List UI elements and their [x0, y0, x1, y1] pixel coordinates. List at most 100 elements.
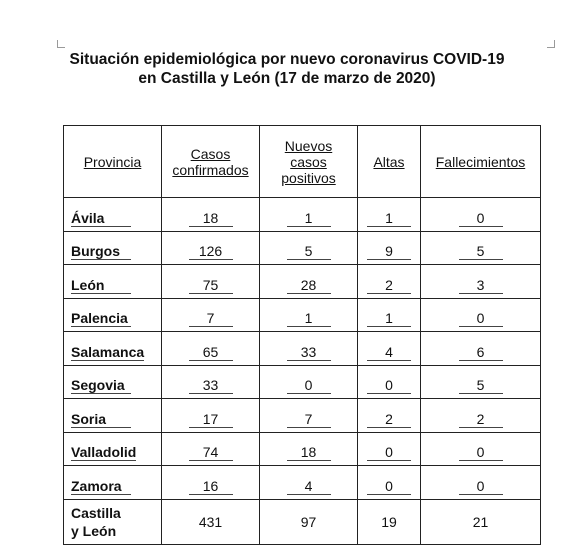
- cell-confirmados: 17: [161, 398, 260, 433]
- altas-value: 1: [367, 210, 411, 227]
- provincia-value: Salamanca: [71, 343, 145, 361]
- provincia-value: Zamora: [71, 478, 131, 495]
- fallecimientos-value: 5: [458, 378, 503, 394]
- altas-value: 0: [367, 478, 411, 495]
- cell-fallecimientos: 6: [420, 331, 541, 366]
- table-row: León 75 28 2 3: [63, 264, 541, 299]
- table-row: Zamora 16 4 0 0: [63, 465, 541, 500]
- header-casos-confirmados-line-2: confirmados: [172, 161, 249, 178]
- cell-fallecimientos: 0: [420, 197, 541, 232]
- cell-confirmados: 18: [161, 197, 260, 232]
- header-provincia: Provincia: [63, 125, 162, 198]
- cell-confirmados: 33: [161, 364, 260, 399]
- title-line-2: en Castilla y León (17 de marzo de 2020): [138, 70, 436, 87]
- provincia-value: Valladolid: [71, 444, 137, 461]
- page-corner-mark-right: [547, 40, 555, 48]
- fallecimientos-value: 3: [458, 277, 503, 294]
- cell-provincia: Segovia: [63, 364, 162, 399]
- page-corner-mark-left: [57, 40, 65, 48]
- cell-nuevos: 7: [259, 398, 358, 433]
- confirmados-value: 65: [188, 344, 233, 361]
- cell-nuevos: 5: [259, 230, 358, 265]
- document-title: Situación epidemiológica por nuevo coron…: [0, 50, 574, 88]
- header-nuevos-line-2: casos: [290, 153, 327, 170]
- cell-confirmados-total: 431: [161, 498, 260, 545]
- confirmados-value: 18: [188, 210, 233, 227]
- confirmados-value: 74: [188, 445, 233, 461]
- cell-altas: 1: [357, 297, 421, 332]
- confirmados-value: 33: [188, 378, 233, 394]
- table-header-row: Provincia Casos confirmados Nuevos casos…: [63, 125, 541, 198]
- confirmados-value: 16: [188, 478, 233, 495]
- table-row: Valladolid 74 18 0 0: [63, 431, 541, 466]
- confirmados-value: 17: [188, 411, 233, 428]
- fallecimientos-value: 5: [458, 244, 503, 260]
- fallecimientos-value: 0: [458, 210, 503, 227]
- altas-value: 9: [367, 244, 411, 260]
- header-casos-confirmados-line-1: Casos: [190, 145, 231, 162]
- cell-confirmados: 16: [161, 465, 260, 500]
- provincia-value: Soria: [71, 411, 131, 428]
- cell-confirmados: 75: [161, 264, 260, 299]
- cell-nuevos: 1: [259, 297, 358, 332]
- cell-altas: 0: [357, 431, 421, 466]
- altas-value: 0: [367, 445, 411, 461]
- table-row-total: Castilla y León 431 97 19 21: [63, 498, 541, 545]
- cell-nuevos: 1: [259, 197, 358, 232]
- altas-value: 0: [367, 378, 411, 394]
- total-provincia-line-1: Castilla: [71, 504, 121, 521]
- header-altas: Altas: [357, 125, 421, 198]
- confirmados-value: 75: [188, 277, 233, 294]
- nuevos-value: 0: [286, 378, 331, 394]
- provincia-value: Burgos: [71, 244, 131, 260]
- confirmados-value: 7: [188, 311, 233, 327]
- cell-fallecimientos-total: 21: [420, 498, 541, 545]
- table-row: Palencia 7 1 1 0: [63, 297, 541, 332]
- table-row: Soria 17 7 2 2: [63, 398, 541, 433]
- cell-altas: 9: [357, 230, 421, 265]
- provincia-value: León: [71, 277, 131, 294]
- altas-value: 2: [367, 411, 411, 428]
- cell-altas: 0: [357, 364, 421, 399]
- nuevos-value: 33: [286, 344, 331, 361]
- cell-provincia: Palencia: [63, 297, 162, 332]
- cell-altas: 1: [357, 197, 421, 232]
- header-fallecimientos: Fallecimientos: [420, 125, 541, 198]
- cell-provincia: Valladolid: [63, 431, 162, 466]
- fallecimientos-value: 0: [458, 311, 503, 327]
- nuevos-value: 5: [286, 244, 331, 260]
- cell-altas: 2: [357, 264, 421, 299]
- table-row: Ávila 18 1 1 0: [63, 197, 541, 232]
- title-line-1: Situación epidemiológica por nuevo coron…: [69, 51, 505, 68]
- cell-nuevos: 4: [259, 465, 358, 500]
- cell-provincia: Salamanca: [63, 331, 162, 366]
- nuevos-value: 4: [286, 478, 331, 495]
- nuevos-value: 28: [286, 277, 331, 294]
- covid-cases-table: Provincia Casos confirmados Nuevos casos…: [63, 125, 541, 545]
- table-body: Ávila 18 1 1 0 Burgos 126 5 9 5 León 75 …: [63, 197, 541, 545]
- total-provincia-line-2: y León: [71, 522, 117, 539]
- cell-confirmados: 126: [161, 230, 260, 265]
- nuevos-value: 1: [286, 311, 331, 327]
- cell-altas-total: 19: [357, 498, 421, 545]
- cell-nuevos: 18: [259, 431, 358, 466]
- cell-provincia: Ávila: [63, 197, 162, 232]
- cell-provincia: Burgos: [63, 230, 162, 265]
- cell-nuevos: 28: [259, 264, 358, 299]
- fallecimientos-value: 2: [458, 411, 503, 428]
- cell-nuevos-total: 97: [259, 498, 358, 545]
- nuevos-value: 7: [286, 411, 331, 428]
- header-nuevos-line-1: Nuevos: [284, 137, 333, 154]
- altas-value: 1: [367, 311, 411, 327]
- cell-fallecimientos: 2: [420, 398, 541, 433]
- cell-nuevos: 33: [259, 331, 358, 366]
- cell-fallecimientos: 3: [420, 264, 541, 299]
- table-row: Segovia 33 0 0 5: [63, 364, 541, 399]
- cell-altas: 4: [357, 331, 421, 366]
- cell-confirmados: 7: [161, 297, 260, 332]
- cell-provincia: Soria: [63, 398, 162, 433]
- nuevos-value: 1: [286, 210, 331, 227]
- fallecimientos-value: 0: [458, 478, 503, 495]
- provincia-value: Ávila: [71, 210, 131, 227]
- cell-provincia: León: [63, 264, 162, 299]
